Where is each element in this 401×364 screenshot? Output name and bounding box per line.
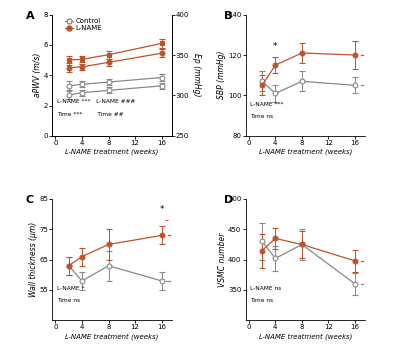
Text: L-NAME *: L-NAME * — [57, 286, 84, 291]
Text: Time ns: Time ns — [250, 298, 273, 304]
Text: L-NAME ***   L-NAME ###: L-NAME *** L-NAME ### — [57, 99, 135, 104]
Text: D: D — [224, 195, 233, 205]
Legend: Control, L-NAME: Control, L-NAME — [65, 18, 102, 31]
Text: Time ***        Time ##: Time *** Time ## — [57, 112, 124, 116]
Text: *: * — [159, 205, 164, 214]
X-axis label: L-NAME treatment (weeks): L-NAME treatment (weeks) — [65, 333, 158, 340]
Text: A: A — [26, 11, 34, 21]
X-axis label: L-NAME treatment (weeks): L-NAME treatment (weeks) — [259, 149, 352, 155]
Y-axis label: Wall thickness (μm): Wall thickness (μm) — [29, 222, 38, 297]
Text: Time ns: Time ns — [57, 298, 80, 304]
Text: B: B — [224, 11, 233, 21]
X-axis label: L-NAME treatment (weeks): L-NAME treatment (weeks) — [65, 149, 158, 155]
Y-axis label: SBP (mmHg): SBP (mmHg) — [217, 51, 227, 99]
Y-axis label: aPWV (m/s): aPWV (m/s) — [33, 53, 42, 98]
Text: C: C — [26, 195, 34, 205]
X-axis label: L-NAME treatment (weeks): L-NAME treatment (weeks) — [259, 333, 352, 340]
Text: L-NAME ***: L-NAME *** — [250, 102, 284, 107]
Text: *: * — [273, 42, 277, 51]
Text: Time ns: Time ns — [250, 114, 273, 119]
Y-axis label: Ep (mmHg): Ep (mmHg) — [192, 54, 201, 97]
Text: L-NAME ns: L-NAME ns — [250, 286, 282, 291]
Y-axis label: VSMC number: VSMC number — [218, 233, 227, 287]
